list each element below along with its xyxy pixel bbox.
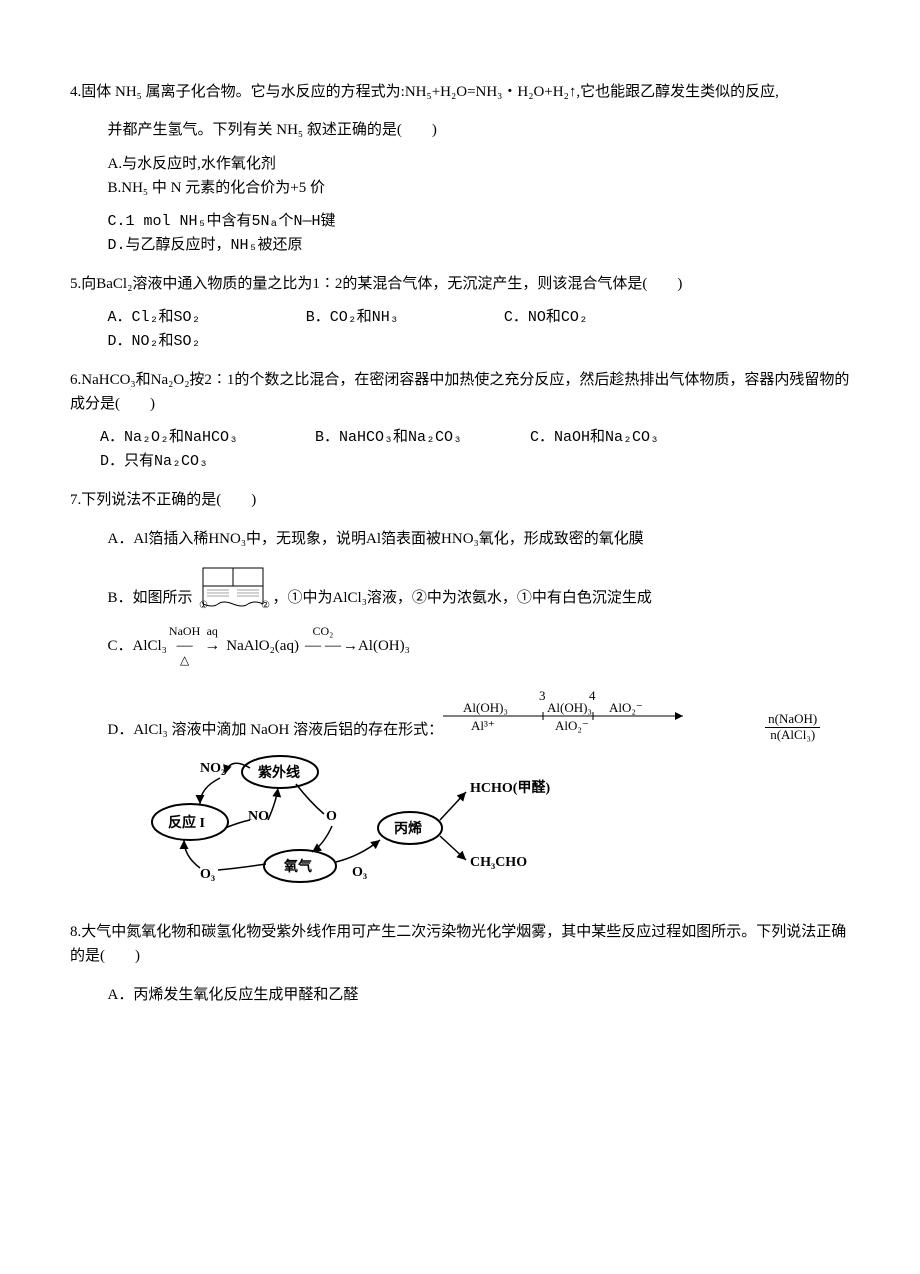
svg-text:Al(OH)₃: Al(OH)₃ [547, 700, 592, 715]
q7-option-d: D．AlCl₃ 溶液中滴加 NaOH 溶液后铝的存在形式： 3 4 Al(OH)… [70, 686, 850, 742]
q6-options: A．Na₂O₂和NaHCO₃ B．NaHCO₃和Na₂CO₃ C．NaOH和Na… [70, 426, 850, 474]
svg-text:紫外线: 紫外线 [258, 764, 300, 781]
svg-text:①: ① [199, 600, 208, 610]
q7-d-pre: D．AlCl₃ 溶液中滴加 NaOH 溶液后铝的存在形式： [108, 718, 444, 742]
q7-option-a: A．Al箔插入稀HNO₃中，无现象，说明Al箔表面被HNO₃氧化，形成致密的氧化… [70, 527, 850, 551]
apparatus-icon: ① ② [193, 566, 273, 610]
q8-stem: 8.大气中氮氧化物和碳氢化物受紫外线作用可产生二次污染物光化学烟雾，其中某些反应… [70, 920, 850, 968]
q7-c-mid: NaAlO₂(aq) [226, 634, 299, 658]
question-6: 6.NaHCO₃和Na₂O₂按2∶1的个数之比混合，在密闭容器中加热使之充分反应… [70, 368, 850, 474]
q5-option-a: A．Cl₂和SO₂ [108, 306, 286, 330]
svg-text:O: O [326, 809, 337, 824]
svg-text:NO₂: NO₂ [200, 761, 225, 776]
reaction-arrow-2: aq → [204, 625, 220, 666]
question-4: 4.固体 NH₅ 属离子化合物。它与水反应的方程式为:NH₅+H₂O=NH₃・H… [70, 80, 850, 258]
q5-option-d: D．NO₂和SO₂ [108, 330, 286, 354]
q7-c-pre: C．AlCl₃ [108, 634, 167, 658]
svg-text:O₃: O₃ [352, 865, 367, 880]
q6-option-c: C．NaOH和Na₂CO₃ [530, 426, 710, 450]
q7-b-pre: B．如图所示 [108, 586, 193, 610]
ratio-fraction: n(NaOH) n(AlCl₃) [765, 712, 820, 742]
svg-text:反应 I: 反应 I [168, 814, 205, 831]
q4-options-row2: C.1 mol NH₅中含有5Nₐ个N—H键 D.与乙醇反应时，NH₅被还原 [70, 210, 850, 258]
svg-text:HCHO(甲醛): HCHO(甲醛) [470, 779, 550, 796]
q4-option-c: C.1 mol NH₅中含有5Nₐ个N—H键 [108, 210, 464, 234]
svg-text:CH₃CHO: CH₃CHO [470, 855, 527, 870]
svg-text:3: 3 [539, 688, 546, 703]
question-7: 7.下列说法不正确的是( ) A．Al箔插入稀HNO₃中，无现象，说明Al箔表面… [70, 488, 850, 906]
q5-stem: 5.向BaCl₂溶液中通入物质的量之比为1∶2的某混合气体，无沉淀产生，则该混合… [70, 272, 850, 296]
q5-options: A．Cl₂和SO₂ B．CO₂和NH₃ C．NO和CO₂ D．NO₂和SO₂ [70, 306, 850, 354]
q7-b-post: ，①中为AlCl₃溶液，②中为浓氨水，①中有白色沉淀生成 [273, 586, 652, 610]
q4-stem2-text: 并都产生氢气。下列有关 NH₅ 叙述正确的是( ) [108, 122, 437, 138]
q6-option-b: B．NaHCO₃和Na₂CO₃ [315, 426, 510, 450]
q6-stem: 6.NaHCO₃和Na₂O₂按2∶1的个数之比混合，在密闭容器中加热使之充分反应… [70, 368, 850, 416]
q5-option-c: C．NO和CO₂ [504, 306, 682, 330]
q4-stem-line1: 4.固体 NH₅ 属离子化合物。它与水反应的方程式为:NH₅+H₂O=NH₃・H… [70, 80, 850, 104]
photochemical-diagram: 紫外线 反应 I 氧气 丙烯 NO₂ NO O O₃ O₃ HCHO(甲醛) C… [100, 748, 850, 906]
svg-text:②: ② [261, 600, 270, 610]
svg-text:Al³⁺: Al³⁺ [471, 718, 495, 733]
svg-text:NO: NO [248, 809, 269, 824]
reaction-arrow-1: NaOH — △ [169, 625, 200, 666]
svg-text:丙烯: 丙烯 [394, 820, 422, 837]
q4-option-d: D.与乙醇反应时，NH₅被还原 [108, 234, 464, 258]
question-5: 5.向BaCl₂溶液中通入物质的量之比为1∶2的某混合气体，无沉淀产生，则该混合… [70, 272, 850, 354]
q4-options-row1: A.与水反应时,水作氧化剂 B.NH₅ 中 N 元素的化合价为+5 价 [70, 152, 850, 200]
question-8: 8.大气中氮氧化物和碳氢化物受紫外线作用可产生二次污染物光化学烟雾，其中某些反应… [70, 920, 850, 1007]
svg-text:AlO₂⁻: AlO₂⁻ [609, 700, 643, 715]
q6-option-a: A．Na₂O₂和NaHCO₃ [100, 426, 295, 450]
svg-text:O₃: O₃ [200, 867, 215, 882]
svg-text:Al(OH)₃: Al(OH)₃ [463, 700, 508, 715]
q4-stem1-text: 4.固体 NH₅ 属离子化合物。它与水反应的方程式为:NH₅+H₂O=NH₃・H… [70, 84, 779, 100]
q7-c-end: Al(OH)₃ [358, 634, 410, 658]
q8-option-a: A．丙烯发生氧化反应生成甲醛和乙醛 [70, 983, 850, 1007]
q4-option-a: A.与水反应时,水作氧化剂 [108, 152, 464, 176]
q5-option-b: B．CO₂和NH₃ [306, 306, 484, 330]
q7-option-c: C．AlCl₃ NaOH — △ aq → NaAlO₂(aq) CO₂ — —… [70, 625, 850, 666]
q7-stem: 7.下列说法不正确的是( ) [70, 488, 850, 512]
reaction-arrow-3: CO₂ — — [305, 625, 341, 666]
svg-text:AlO₂⁻: AlO₂⁻ [555, 718, 589, 733]
q6-option-d: D．只有Na₂CO₃ [100, 450, 250, 474]
number-line-diagram: 3 4 Al(OH)₃ Al³⁺ Al(OH)₃ AlO₂⁻ AlO₂⁻ [443, 686, 763, 742]
svg-text:氧气: 氧气 [283, 858, 312, 875]
q7-option-b: B．如图所示 ① ② ，①中为AlCl₃溶液，②中为浓氨水，①中有白色沉淀生成 [70, 566, 850, 610]
q4-option-b: B.NH₅ 中 N 元素的化合价为+5 价 [108, 176, 464, 200]
q4-stem-line2: 并都产生氢气。下列有关 NH₅ 叙述正确的是( ) [70, 118, 850, 142]
